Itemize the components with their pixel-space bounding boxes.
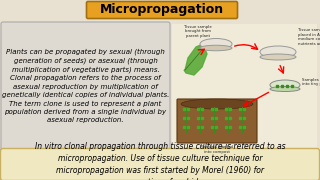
FancyBboxPatch shape: [172, 24, 317, 152]
Text: Plants can be propagated by sexual (through
generation of seeds) or asexual (thr: Plants can be propagated by sexual (thro…: [2, 49, 169, 123]
Polygon shape: [184, 44, 207, 75]
Ellipse shape: [200, 45, 232, 51]
Ellipse shape: [270, 87, 300, 91]
Ellipse shape: [200, 39, 232, 50]
Text: In vitro clonal propagation through tissue culture is referred to as
micropropag: In vitro clonal propagation through tiss…: [35, 142, 285, 180]
Text: Micropropagation: Micropropagation: [100, 3, 224, 17]
FancyBboxPatch shape: [1, 148, 319, 180]
Ellipse shape: [260, 54, 296, 60]
Ellipse shape: [260, 46, 296, 58]
Text: Tissue sample
brought from
parent plant: Tissue sample brought from parent plant: [184, 25, 212, 38]
Ellipse shape: [181, 99, 253, 109]
Text: Plantlets planted
into compost: Plantlets planted into compost: [201, 145, 234, 154]
FancyBboxPatch shape: [1, 22, 170, 154]
FancyBboxPatch shape: [86, 1, 237, 19]
FancyBboxPatch shape: [177, 99, 257, 143]
Ellipse shape: [270, 80, 300, 90]
Text: Tissue sample
placed in Agar growth
medium containing
nutrients and: Tissue sample placed in Agar growth medi…: [298, 28, 320, 46]
Text: Samples develop
into tiny plantlets: Samples develop into tiny plantlets: [302, 78, 320, 86]
